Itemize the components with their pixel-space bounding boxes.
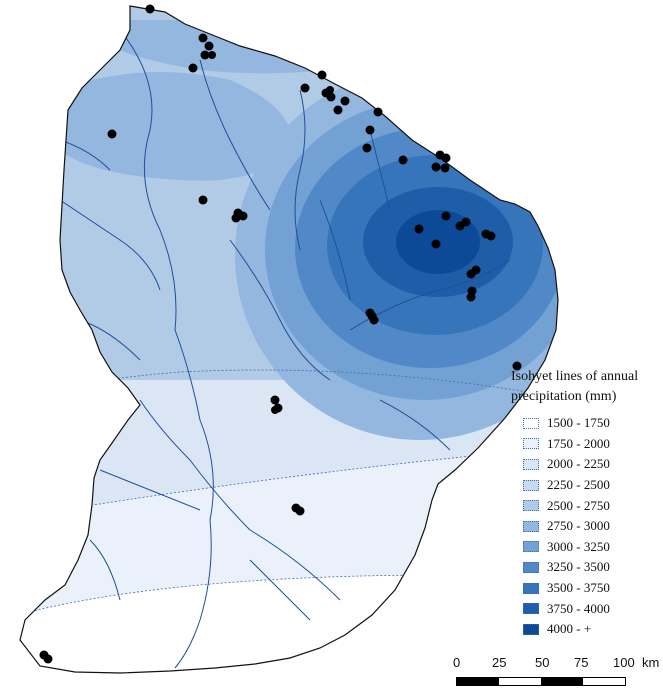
scale-segment-4 bbox=[583, 678, 625, 685]
legend-label: 2000 - 2250 bbox=[547, 456, 610, 472]
legend-item: 2250 - 2500 bbox=[511, 475, 661, 496]
legend-label: 3250 - 3500 bbox=[547, 559, 610, 575]
scale-label-100: 100 bbox=[613, 655, 635, 670]
legend-label: 2500 - 2750 bbox=[547, 497, 610, 513]
scale-label-25: 25 bbox=[492, 655, 507, 670]
scale-label-0: 0 bbox=[453, 655, 461, 670]
legend-swatch bbox=[523, 500, 539, 512]
legend-label: 1750 - 2000 bbox=[547, 435, 610, 451]
legend-label: 3500 - 3750 bbox=[547, 580, 610, 596]
legend-label: 2250 - 2500 bbox=[547, 477, 610, 493]
scale-bar-segments bbox=[456, 677, 626, 686]
legend-swatch bbox=[523, 623, 539, 635]
station-points bbox=[39, 4, 522, 664]
legend-swatch bbox=[523, 520, 539, 532]
legend-swatch bbox=[523, 438, 539, 450]
legend-item: 4000 - + bbox=[511, 619, 661, 640]
legend-swatch bbox=[523, 541, 539, 553]
legend-item: 2750 - 3000 bbox=[511, 516, 661, 537]
legend-item: 1500 - 1750 bbox=[511, 413, 661, 434]
scale-label-50: 50 bbox=[535, 655, 550, 670]
scale-segment-1 bbox=[457, 678, 499, 685]
legend-swatch bbox=[523, 603, 539, 615]
legend-item: 3250 - 3500 bbox=[511, 557, 661, 578]
legend-swatch bbox=[523, 458, 539, 470]
scale-bar: 0 25 50 75 100 km bbox=[444, 655, 663, 691]
precipitation-legend: Isohyet lines of annual precipitation (m… bbox=[511, 367, 661, 640]
zone-2750-3000-west bbox=[60, 72, 292, 181]
legend-swatch bbox=[523, 479, 539, 491]
legend-swatch bbox=[523, 417, 539, 429]
legend-label: 4000 - + bbox=[547, 621, 592, 637]
legend-item: 1750 - 2000 bbox=[511, 434, 661, 455]
legend-item: 3500 - 3750 bbox=[511, 578, 661, 599]
legend-swatch bbox=[523, 561, 539, 573]
legend-item: 2500 - 2750 bbox=[511, 495, 661, 516]
legend-item: 3750 - 4000 bbox=[511, 598, 661, 619]
scale-unit: km bbox=[642, 655, 660, 670]
legend-label: 3000 - 3250 bbox=[547, 538, 610, 554]
legend-label: 1500 - 1750 bbox=[547, 415, 610, 431]
scale-segment-2 bbox=[499, 678, 541, 685]
scale-label-75: 75 bbox=[574, 655, 589, 670]
legend-swatch bbox=[523, 582, 539, 594]
legend-title: Isohyet lines of annual precipitation (m… bbox=[511, 367, 661, 407]
scale-segment-3 bbox=[541, 678, 583, 685]
legend-rows: 1500 - 1750 1750 - 2000 2000 - 2250 2250 - … bbox=[511, 413, 661, 640]
legend-title-line2: precipitation (mm) bbox=[511, 389, 617, 404]
rivers bbox=[59, 29, 511, 669]
legend-label: 3750 - 4000 bbox=[547, 600, 610, 616]
legend-item: 3000 - 3250 bbox=[511, 537, 661, 558]
legend-item: 2000 - 2250 bbox=[511, 454, 661, 475]
legend-title-line1: Isohyet lines of annual bbox=[511, 369, 639, 384]
legend-label: 2750 - 3000 bbox=[547, 518, 610, 534]
